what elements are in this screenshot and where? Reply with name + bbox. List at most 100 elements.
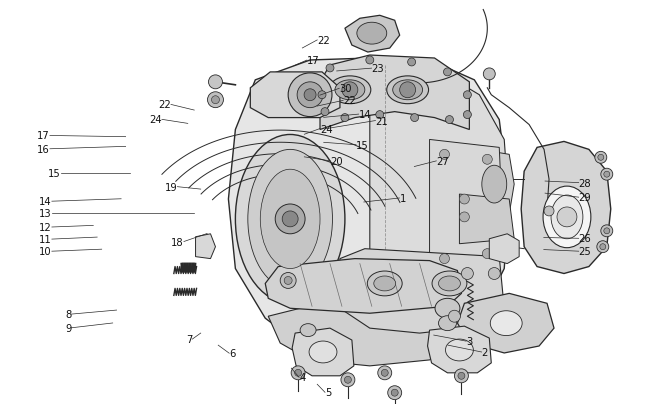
Ellipse shape	[309, 341, 337, 363]
Ellipse shape	[435, 298, 460, 318]
Ellipse shape	[248, 150, 332, 289]
Text: 6: 6	[229, 348, 235, 358]
Ellipse shape	[300, 324, 316, 337]
Polygon shape	[292, 328, 354, 376]
Circle shape	[597, 241, 609, 253]
Circle shape	[595, 152, 607, 164]
Polygon shape	[460, 194, 514, 244]
Circle shape	[458, 373, 465, 379]
Text: 30: 30	[339, 84, 352, 94]
Circle shape	[604, 228, 610, 234]
Circle shape	[400, 83, 415, 98]
Polygon shape	[345, 16, 400, 53]
Circle shape	[600, 244, 606, 250]
Polygon shape	[340, 249, 504, 333]
Polygon shape	[474, 150, 514, 220]
Text: 18: 18	[172, 237, 184, 247]
Circle shape	[282, 211, 298, 227]
Circle shape	[557, 207, 577, 227]
Text: 22: 22	[317, 36, 330, 46]
Circle shape	[382, 369, 388, 376]
Circle shape	[304, 90, 316, 101]
Ellipse shape	[387, 77, 428, 104]
Ellipse shape	[367, 271, 402, 296]
Text: 1: 1	[400, 194, 406, 203]
Circle shape	[488, 268, 500, 280]
Circle shape	[454, 369, 469, 383]
Polygon shape	[268, 307, 471, 366]
Ellipse shape	[445, 339, 473, 361]
Circle shape	[297, 83, 323, 109]
Ellipse shape	[260, 170, 320, 269]
Circle shape	[341, 373, 355, 387]
Text: 23: 23	[372, 64, 384, 74]
Polygon shape	[320, 56, 469, 130]
Circle shape	[462, 268, 473, 280]
Text: 27: 27	[436, 156, 449, 166]
Polygon shape	[521, 142, 611, 274]
Circle shape	[463, 111, 471, 119]
Circle shape	[601, 225, 613, 237]
Text: 15: 15	[48, 168, 61, 179]
Text: 14: 14	[359, 110, 371, 120]
Ellipse shape	[393, 81, 422, 100]
Polygon shape	[430, 140, 504, 267]
Circle shape	[288, 74, 332, 117]
Circle shape	[604, 172, 610, 178]
Circle shape	[598, 155, 604, 161]
Text: 4: 4	[299, 373, 305, 382]
Text: 28: 28	[578, 178, 592, 188]
Text: 20: 20	[330, 156, 343, 166]
Text: 8: 8	[65, 309, 72, 319]
Text: 15: 15	[356, 141, 369, 150]
Circle shape	[443, 69, 452, 77]
Text: 14: 14	[39, 197, 52, 207]
Circle shape	[211, 96, 220, 104]
Text: 22: 22	[158, 100, 171, 110]
Polygon shape	[250, 73, 340, 118]
Circle shape	[448, 311, 460, 322]
Ellipse shape	[335, 81, 365, 100]
Ellipse shape	[235, 135, 345, 304]
Circle shape	[366, 57, 374, 65]
Circle shape	[342, 83, 358, 98]
Text: 5: 5	[325, 387, 332, 397]
Circle shape	[294, 369, 302, 376]
Text: 9: 9	[65, 323, 72, 333]
Ellipse shape	[439, 316, 456, 331]
Circle shape	[445, 116, 454, 124]
Circle shape	[463, 92, 471, 100]
Circle shape	[344, 376, 352, 383]
Ellipse shape	[543, 187, 591, 248]
Circle shape	[209, 76, 222, 90]
Text: 12: 12	[39, 222, 52, 232]
Text: 19: 19	[164, 182, 177, 192]
Text: 16: 16	[37, 145, 50, 154]
Ellipse shape	[439, 276, 460, 291]
Circle shape	[275, 205, 305, 234]
Text: 29: 29	[578, 193, 592, 202]
Circle shape	[321, 109, 329, 116]
Text: 17: 17	[37, 131, 50, 141]
Polygon shape	[196, 234, 215, 259]
Circle shape	[391, 389, 398, 396]
Circle shape	[280, 273, 296, 289]
Circle shape	[207, 92, 224, 109]
Circle shape	[408, 59, 415, 67]
Ellipse shape	[374, 276, 396, 291]
Circle shape	[341, 114, 349, 122]
Polygon shape	[489, 234, 519, 264]
Circle shape	[284, 277, 292, 285]
Polygon shape	[370, 66, 509, 323]
Text: 24: 24	[150, 115, 162, 125]
Circle shape	[601, 169, 613, 181]
Text: 11: 11	[39, 234, 52, 245]
Circle shape	[326, 65, 334, 73]
Text: 25: 25	[578, 247, 592, 256]
Circle shape	[482, 155, 492, 165]
Text: 26: 26	[578, 234, 592, 244]
Text: 10: 10	[39, 247, 52, 256]
Polygon shape	[428, 326, 491, 373]
Circle shape	[482, 249, 492, 259]
Text: 3: 3	[466, 336, 473, 346]
